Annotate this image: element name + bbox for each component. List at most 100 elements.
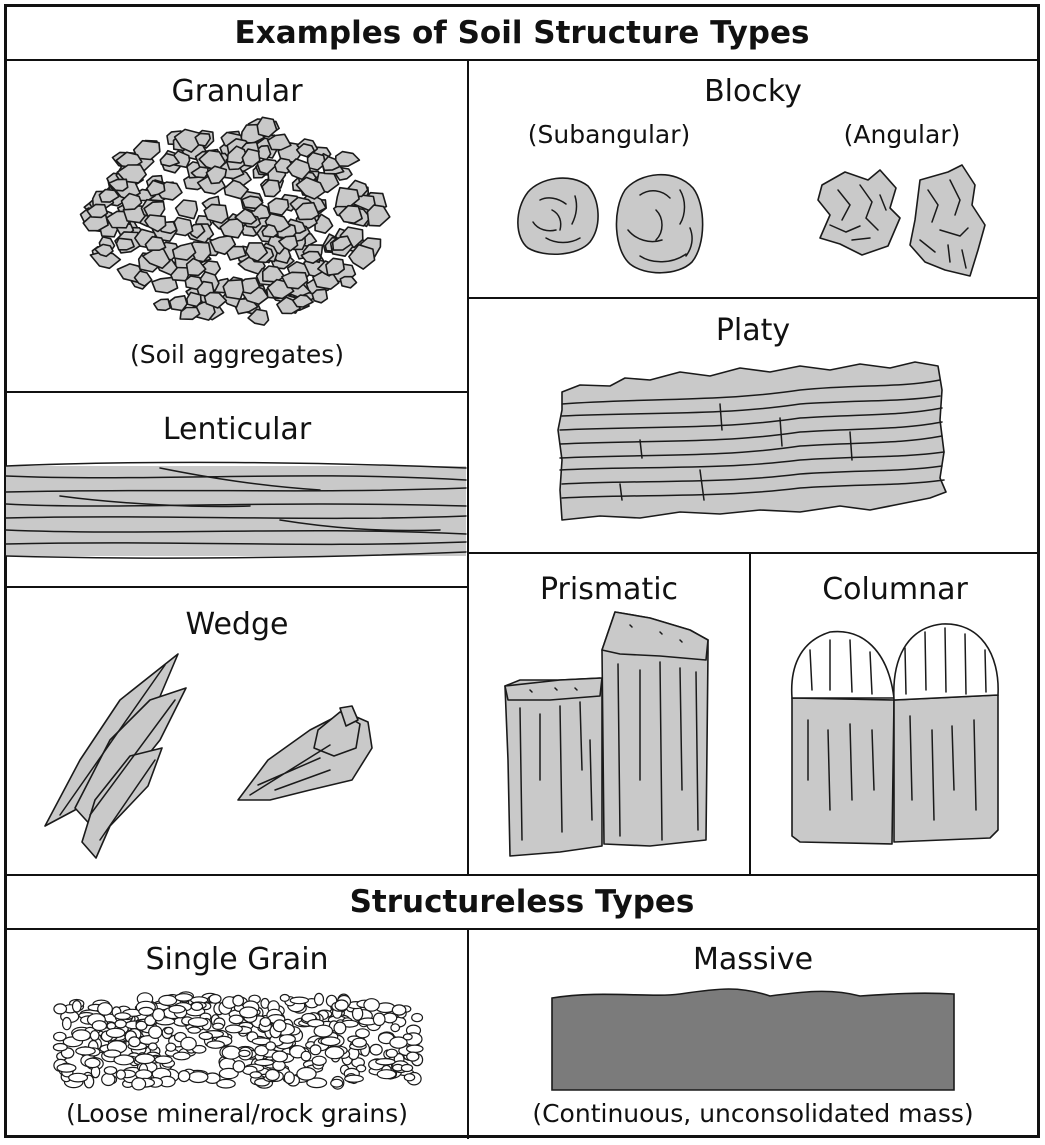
divider-center-bottom [467, 929, 469, 1139]
soil-aggregate [277, 235, 299, 252]
mineral-grain [232, 1060, 246, 1073]
mineral-grain [363, 998, 380, 1012]
mineral-grain [278, 1034, 296, 1044]
soil-aggregate [311, 288, 329, 304]
mineral-grain [52, 1042, 68, 1052]
soil-aggregate [116, 164, 147, 184]
mineral-grain [254, 1044, 269, 1057]
mineral-grain [375, 1057, 396, 1066]
mineral-grain [289, 996, 309, 1005]
mineral-grain [355, 1028, 370, 1039]
mineral-grain [206, 1040, 225, 1049]
mineral-grain [296, 1066, 317, 1081]
soil-aggregate [223, 179, 249, 200]
soil-aggregate [334, 150, 361, 167]
mineral-grain [400, 1063, 414, 1073]
mineral-grain [228, 1014, 244, 1025]
mineral-grain [158, 994, 178, 1007]
soil-aggregate [186, 291, 202, 308]
soil-aggregate [266, 133, 292, 151]
mineral-grain [265, 1041, 277, 1051]
granular-caption: (Soil aggregates) [129, 340, 345, 369]
mineral-grain [259, 1017, 272, 1028]
mineral-grain [224, 1024, 243, 1034]
subangular-block-1 [517, 177, 599, 256]
soil-aggregate [146, 179, 166, 197]
soil-aggregate [348, 243, 376, 270]
mineral-grain [68, 1072, 89, 1083]
mineral-grain [313, 1024, 334, 1038]
soil-aggregate [173, 128, 203, 153]
mineral-grain [198, 1031, 213, 1041]
mineral-grain [114, 1012, 131, 1020]
mineral-grain [53, 1003, 68, 1015]
soil-aggregate [185, 257, 207, 277]
mineral-grain [265, 1068, 280, 1082]
mineral-grain [334, 999, 349, 1011]
mineral-grain [249, 1071, 263, 1079]
mineral-grain [84, 1057, 101, 1069]
soil-aggregate [325, 257, 346, 277]
mineral-grain [134, 1053, 156, 1065]
mineral-grain [75, 1046, 96, 1056]
soil-aggregate [306, 151, 327, 171]
mineral-grain [177, 1069, 191, 1083]
divider-structureless-title [5, 928, 1039, 930]
single-grain-caption: (Loose mineral/rock grains) [66, 1099, 408, 1128]
soil-aggregate [94, 243, 114, 258]
soil-aggregate [132, 139, 161, 161]
mineral-grain [385, 1048, 398, 1059]
soil-aggregate [241, 148, 261, 168]
mineral-grain [165, 1042, 177, 1052]
soil-aggregate [256, 116, 278, 138]
mineral-grain [389, 1036, 408, 1049]
soil-aggregate [261, 223, 279, 238]
mineral-grain [147, 1042, 158, 1051]
soil-aggregate [245, 242, 269, 263]
mineral-grain [61, 1016, 72, 1031]
soil-aggregate [179, 306, 201, 321]
soil-aggregate [203, 203, 229, 224]
mineral-grain [103, 1049, 122, 1058]
soil-aggregate [234, 208, 258, 225]
mineral-grain [180, 1036, 197, 1051]
mineral-grain [212, 1022, 225, 1031]
soil-aggregate [144, 214, 167, 233]
soil-aggregate [267, 197, 290, 216]
mineral-grain [238, 1049, 251, 1058]
mineral-grain [309, 1044, 322, 1056]
mineral-grain [163, 1026, 174, 1035]
mineral-grain [218, 1067, 239, 1080]
mineral-grain [113, 1054, 135, 1066]
mineral-grain [333, 1021, 347, 1035]
mineral-grain [330, 1078, 344, 1088]
mineral-grain [190, 1001, 204, 1012]
soil-aggregate [281, 271, 309, 290]
soil-aggregate [294, 201, 320, 221]
mineral-grain [391, 1004, 407, 1016]
mineral-grain [239, 1006, 259, 1019]
mineral-grain [351, 1037, 367, 1048]
soil-aggregate [295, 176, 326, 200]
diagram-frame [4, 4, 1040, 1138]
mineral-grain [306, 1077, 328, 1089]
mineral-grain [279, 993, 290, 1002]
divider-granular-lenticular [5, 391, 468, 393]
soil-aggregate [86, 203, 109, 219]
mineral-grain [313, 992, 325, 1006]
divider-lenticular-wedge [5, 586, 468, 588]
prismatic-label: Prismatic [539, 572, 679, 607]
blocky-label: Blocky [704, 74, 802, 109]
mineral-grain [187, 1017, 209, 1028]
soil-aggregate [295, 143, 316, 158]
mineral-grain [355, 1064, 367, 1073]
mineral-grain [128, 1036, 141, 1048]
mineral-grain [320, 1036, 341, 1047]
